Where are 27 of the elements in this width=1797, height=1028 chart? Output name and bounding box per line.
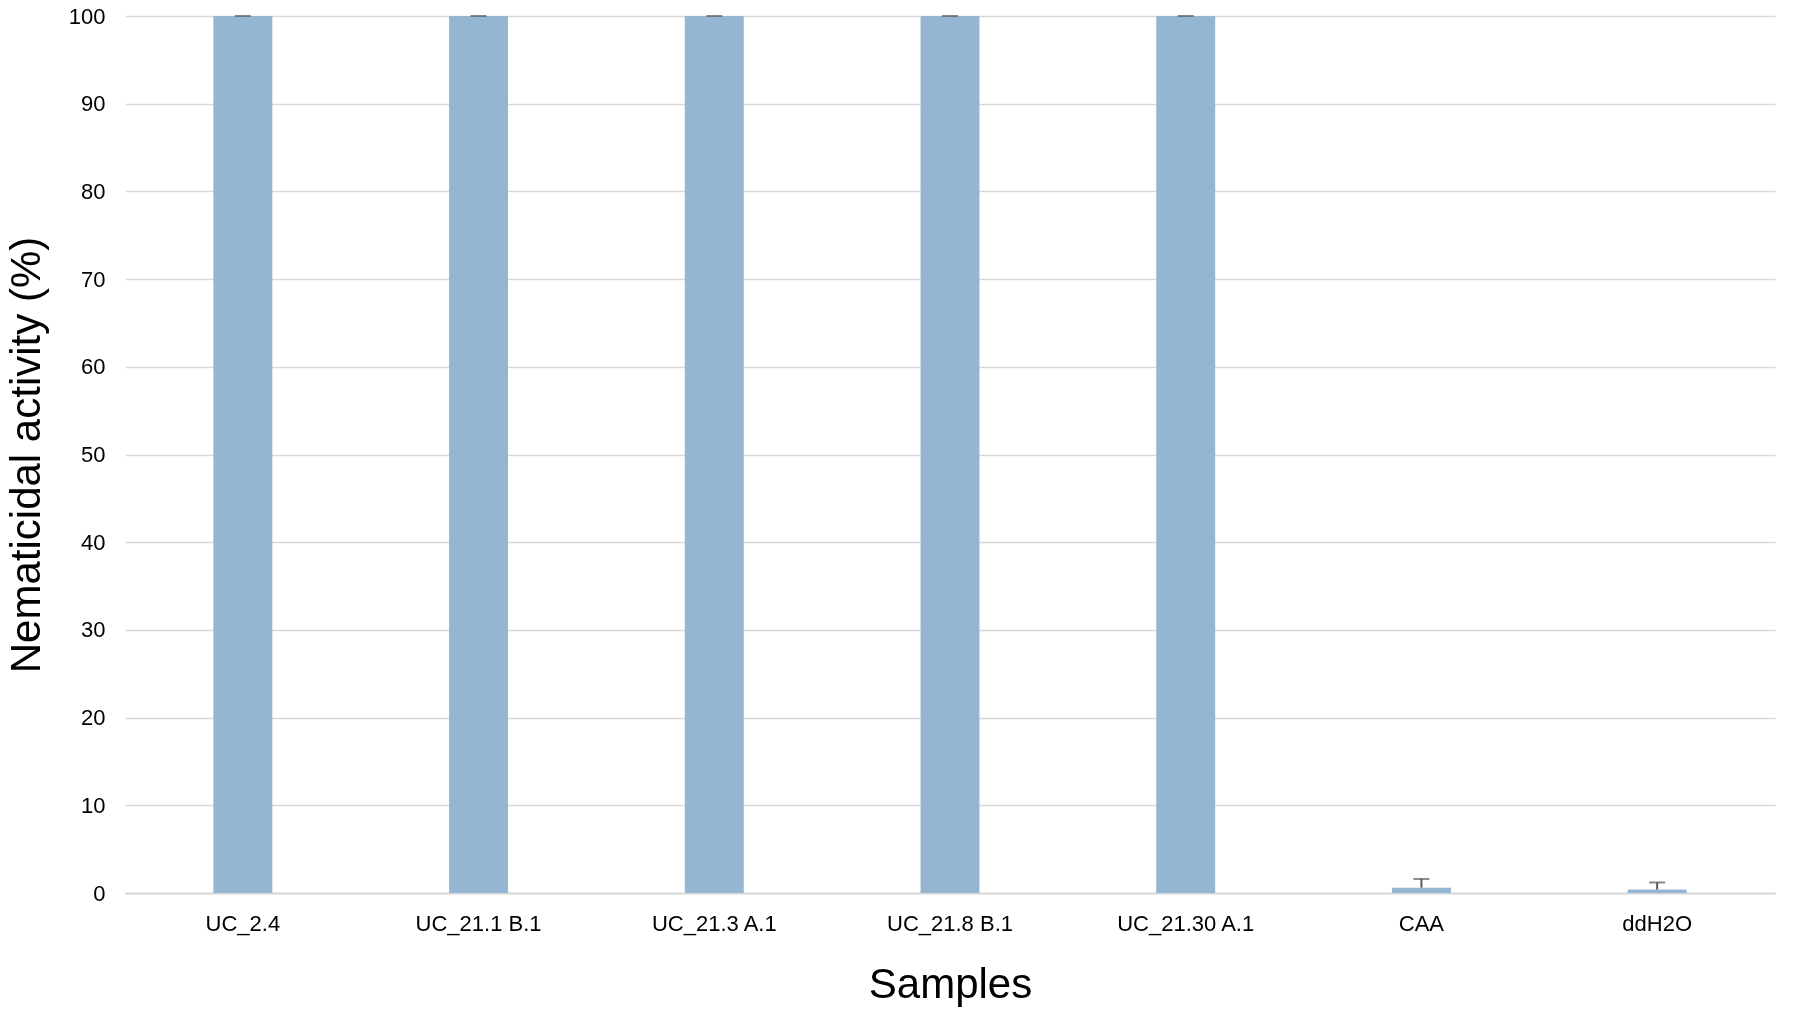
- y-tick-label: 100: [68, 3, 106, 29]
- y-tick-label: 80: [81, 178, 106, 204]
- y-tick-label: 40: [81, 529, 106, 555]
- bar: [1156, 16, 1216, 893]
- y-tick-label: 20: [81, 705, 106, 731]
- bar: [1627, 889, 1687, 893]
- x-tick-label: UC_2.4: [205, 910, 281, 936]
- y-tick-label: 60: [81, 354, 106, 380]
- x-axis-title: Samples: [868, 959, 1033, 1007]
- bar: [449, 16, 509, 893]
- y-tick-label: 10: [81, 792, 106, 818]
- y-tick-label: 70: [81, 266, 106, 292]
- bar: [1391, 887, 1451, 893]
- y-tick-label: 50: [81, 442, 106, 467]
- x-tick-label: UC_21.30 A.1: [1117, 910, 1255, 936]
- y-tick-label: 30: [81, 617, 106, 643]
- x-tick-label: CAA: [1398, 910, 1445, 936]
- bar: [684, 16, 744, 893]
- bar: [213, 16, 273, 893]
- bar: [920, 16, 980, 893]
- y-axis-title: Nematicidal activity (%): [1, 236, 49, 674]
- x-tick-label: UC_21.3 A.1: [651, 910, 777, 936]
- y-tick-label: 90: [81, 91, 106, 117]
- x-tick-label: ddH2O: [1622, 910, 1692, 936]
- x-tick-label: UC_21.8 B.1: [887, 910, 1013, 936]
- y-tick-label: 0: [93, 880, 106, 906]
- x-tick-label: UC_21.1 B.1: [415, 910, 542, 936]
